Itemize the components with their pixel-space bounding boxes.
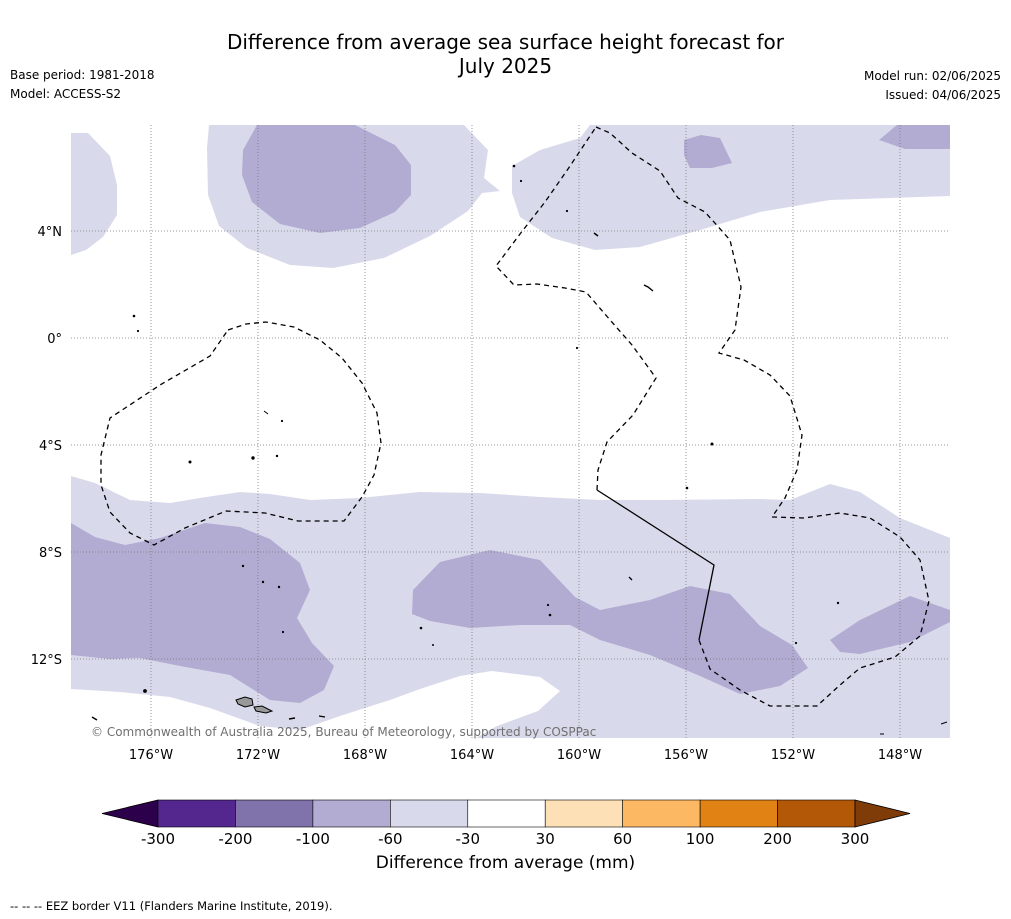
colorbar-tick-label: -60: [378, 830, 403, 848]
eez-footnote: -- -- -- EEZ border V11 (Flanders Marine…: [10, 899, 333, 913]
colorbar-tick-label: 60: [613, 830, 632, 848]
colorbar-tick-label: -30: [456, 830, 481, 848]
lat-tick-label: 12°S: [31, 653, 62, 668]
lon-tick-label: 164°W: [450, 748, 494, 763]
model-run: Model run: 02/06/2025: [863, 69, 1001, 83]
lon-tick-label: 172°W: [236, 748, 280, 763]
anomaly-core-north-central: [242, 125, 411, 233]
eez-border: [100, 126, 930, 707]
colorbar-tick-label: 200: [763, 830, 792, 848]
colorbar-tick-label: 300: [841, 830, 870, 848]
lon-tick-label: 148°W: [878, 748, 922, 763]
lon-tick-label: 168°W: [343, 748, 387, 763]
anomaly-core-south-central: [412, 550, 808, 694]
colorbar-segment: [312, 799, 391, 828]
colorbar-tick-label: -200: [218, 830, 252, 848]
lon-tick-labels: 176°W 172°W 168°W 164°W 160°W 156°W 152°W 148°W: [129, 748, 922, 763]
lat-lon-grid: [71, 125, 950, 738]
samoa-land: [235, 696, 274, 714]
colorbar-tick-label: -300: [141, 830, 175, 848]
lat-tick-label: 0°: [47, 332, 62, 347]
colorbar-tick-label: -100: [296, 830, 330, 848]
meta-right: Model run: 02/06/2025 Issued: 04/06/2025: [864, 67, 1001, 105]
colorbar-tick-label: 100: [686, 830, 715, 848]
map-title: Difference from average sea surface heig…: [0, 30, 1011, 78]
colorbar-extend-low: [101, 799, 159, 828]
lat-tick-label: 8°S: [39, 546, 62, 561]
colorbar-segment: [467, 799, 546, 828]
islands: [91, 164, 948, 735]
anomaly-core-southeast: [830, 596, 950, 654]
anomaly-core-north-east-b: [879, 125, 950, 149]
lat-tick-labels: 4°N 0° 4°S 8°S 12°S: [31, 225, 62, 668]
anomaly-band-northeast: [512, 125, 950, 250]
title-line-1: Difference from average sea surface heig…: [226, 30, 785, 54]
colorbar-segment: [544, 799, 623, 828]
anomaly-core-north-east-a: [684, 135, 732, 168]
model-name: Model: ACCESS-S2: [10, 87, 122, 101]
colorbar-segment: [235, 799, 314, 828]
lon-tick-label: 176°W: [129, 748, 173, 763]
lat-tick-label: 4°N: [38, 225, 63, 240]
colorbar: -300 -200 -100 -60 -30 30 60 100 200 300: [101, 799, 911, 848]
anomaly-band-northwest: [71, 133, 117, 255]
colorbar-segment: [157, 799, 236, 828]
colorbar-tick-label: 30: [536, 830, 555, 848]
title-line-2: July 2025: [458, 54, 553, 78]
eez-border-solid: [596, 489, 715, 641]
meta-left: Base period: 1981-2018 Model: ACCESS-S2: [10, 66, 155, 104]
lon-tick-label: 156°W: [664, 748, 708, 763]
colorbar-label: Difference from average (mm): [375, 853, 636, 873]
issued-date: Issued: 04/06/2025: [885, 88, 1001, 102]
lon-tick-label: 152°W: [771, 748, 815, 763]
colorbar-segment: [622, 799, 701, 828]
colorbar-extend-high: [854, 799, 911, 828]
base-period: Base period: 1981-2018: [10, 68, 155, 82]
lat-tick-label: 4°S: [39, 439, 62, 454]
copyright-text: © Commonwealth of Australia 2025, Bureau…: [91, 725, 596, 739]
anomaly-core-southwest: [71, 523, 334, 703]
colorbar-segment: [699, 799, 778, 828]
colorbar-segment: [777, 799, 856, 828]
lon-tick-label: 160°W: [557, 748, 601, 763]
colorbar-segment: [390, 799, 469, 828]
